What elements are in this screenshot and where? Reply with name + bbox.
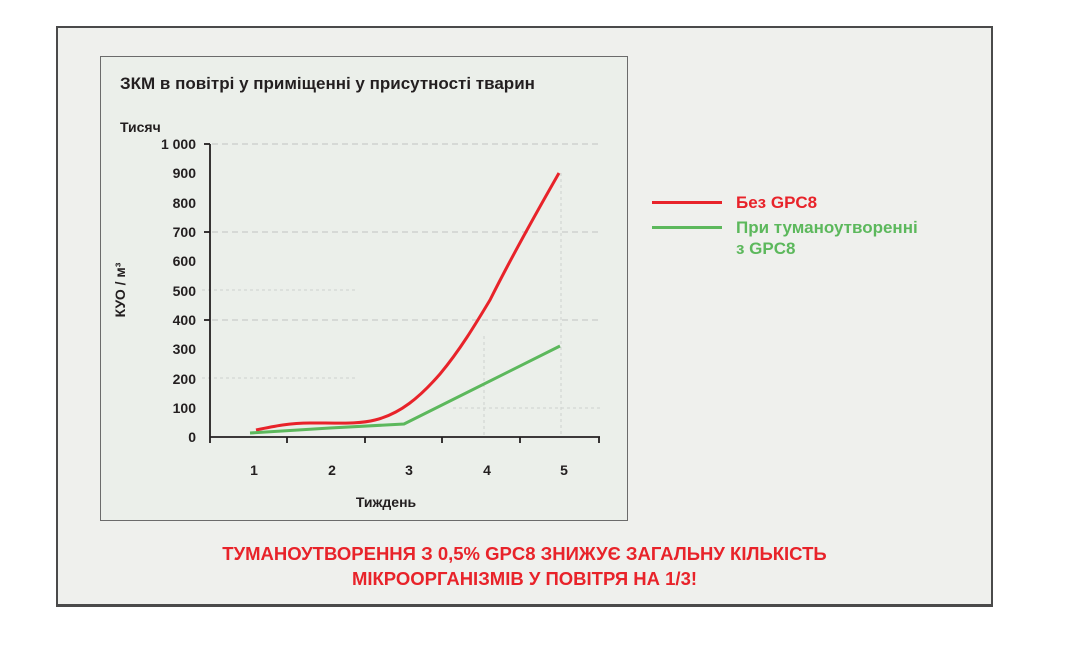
- x-axis-label: Тиждень: [356, 494, 417, 510]
- x-tick: 1: [250, 462, 258, 478]
- y-tick: 400: [173, 312, 197, 328]
- legend: Без GPC8 При туманоутворенні з GPC8: [652, 192, 918, 263]
- legend-label: При туманоутворенні з GPC8: [736, 217, 918, 259]
- y-axis-label: КУО / м³: [112, 262, 128, 317]
- axes: [204, 143, 600, 443]
- x-tick-labels: 1 2 3 4 5: [250, 462, 568, 478]
- x-tick: 5: [560, 462, 568, 478]
- legend-label-line2: з GPC8: [736, 239, 796, 258]
- chart-title: ЗКМ в повітрі у приміщенні у присутності…: [120, 74, 535, 93]
- x-tick: 3: [405, 462, 413, 478]
- y-tick: 1 000: [161, 136, 196, 152]
- gridlines: [212, 143, 600, 321]
- y-tick: 300: [173, 341, 197, 357]
- legend-swatch-red: [652, 201, 722, 204]
- chart-panel: [100, 56, 628, 521]
- legend-label: Без GPC8: [736, 193, 818, 212]
- series-line-without-gpc8: [255, 172, 561, 432]
- footer-callout: ТУМАНОУТВОРЕННЯ З 0,5% GPC8 ЗНИЖУЄ ЗАГАЛ…: [56, 541, 993, 591]
- y-tick: 600: [173, 253, 197, 269]
- y-tick: 200: [173, 371, 197, 387]
- y-tick: 900: [173, 165, 197, 181]
- legend-item-without-gpc8: Без GPC8: [652, 192, 918, 213]
- y-unit-label: Тисяч: [120, 119, 161, 135]
- legend-label-line1: При туманоутворенні: [736, 218, 918, 237]
- series-line-with-gpc8: [249, 344, 561, 435]
- footer-line1: ТУМАНОУТВОРЕННЯ З 0,5% GPC8 ЗНИЖУЄ ЗАГАЛ…: [222, 543, 827, 564]
- footer-line2: МІКРООРГАНІЗМІВ У ПОВІТРЯ НА 1/3!: [351, 568, 698, 589]
- y-tick-labels: 1 000 900 800 700 600 500 400 300 200 10…: [161, 136, 196, 445]
- legend-swatch-green: [652, 226, 722, 229]
- y-tick: 0: [188, 429, 196, 445]
- y-tick: 500: [173, 283, 197, 299]
- y-tick: 800: [173, 195, 197, 211]
- y-tick: 100: [173, 400, 197, 416]
- x-tick: 2: [328, 462, 336, 478]
- x-tick: 4: [483, 462, 491, 478]
- y-tick: 700: [173, 224, 197, 240]
- legend-item-with-gpc8: При туманоутворенні з GPC8: [652, 217, 918, 259]
- minor-gridlines: [202, 173, 600, 437]
